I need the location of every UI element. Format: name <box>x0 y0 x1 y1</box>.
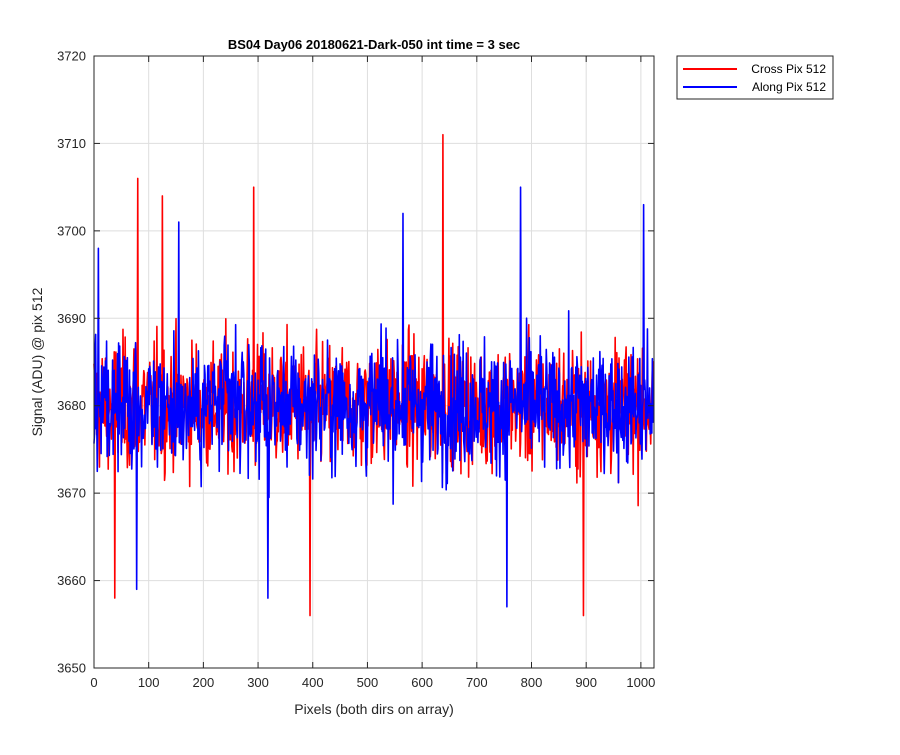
x-tick-label: 300 <box>247 675 269 690</box>
plot-background <box>94 56 654 668</box>
x-tick-label: 0 <box>90 675 97 690</box>
x-tick-label: 500 <box>357 675 379 690</box>
x-tick-label: 100 <box>138 675 160 690</box>
plot-frame <box>93 55 655 669</box>
y-tick-label: 3660 <box>57 573 86 588</box>
y-tick-label: 3690 <box>57 311 86 326</box>
y-tick-label: 3680 <box>57 398 86 413</box>
chart-title: BS04 Day06 20180621-Dark-050 int time = … <box>228 37 520 52</box>
ticks: 0 100 200 300 400 500 600 700 800 900 1000 3650 3660… <box>57 49 655 691</box>
y-tick-label: 3700 <box>57 223 86 238</box>
x-tick-label: 900 <box>575 675 597 690</box>
x-tick-label: 800 <box>521 675 543 690</box>
series-layer <box>93 133 655 617</box>
x-tick-label: 400 <box>302 675 324 690</box>
x-tick-label: 700 <box>466 675 488 690</box>
x-tick-label: 600 <box>411 675 433 690</box>
y-tick-label: 3650 <box>57 661 86 676</box>
legend-label-cross: Cross Pix 512 <box>751 62 826 76</box>
x-tick-label: 1000 <box>626 675 655 690</box>
x-axis-label: Pixels (both dirs on array) <box>294 701 454 717</box>
y-tick-label: 3710 <box>57 136 86 151</box>
y-axis-label: Signal (ADU) @ pix 512 <box>29 287 45 436</box>
series-line-along-pix-512 <box>93 186 655 608</box>
legend-label-along: Along Pix 512 <box>752 80 826 94</box>
y-tick-label: 3670 <box>57 486 86 501</box>
legend: Cross Pix 512 Along Pix 512 <box>676 55 834 100</box>
legend-box <box>676 55 834 100</box>
x-tick-label: 200 <box>193 675 215 690</box>
y-tick-label: 3720 <box>57 49 86 64</box>
